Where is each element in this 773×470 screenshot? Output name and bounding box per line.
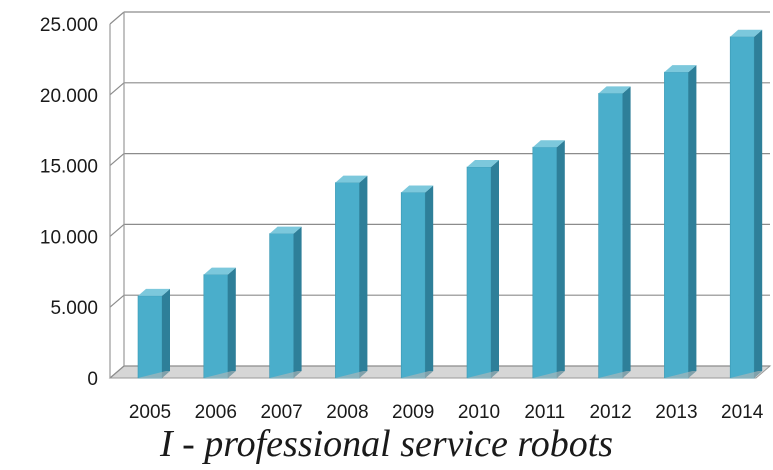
bar-shadow xyxy=(203,371,236,378)
bar-top xyxy=(598,86,631,94)
chart-caption: I - professional service robots xyxy=(159,423,614,465)
bar-front xyxy=(400,192,426,379)
y-tick-label: 15.000 xyxy=(40,157,98,178)
x-tick-label: 2008 xyxy=(326,402,368,420)
bar-shadow xyxy=(401,371,434,378)
bar-side xyxy=(162,288,170,378)
bar-front xyxy=(532,146,558,379)
x-tick-label: 2009 xyxy=(392,402,434,420)
x-tick-label: 2005 xyxy=(129,402,171,420)
bar xyxy=(400,185,434,379)
chart-svg: 0 5.000 10.000 15.000 20.000 25.000 2005 2006 20… xyxy=(40,11,772,420)
bar-side xyxy=(425,185,434,378)
bar xyxy=(137,288,170,379)
x-tick-label: 2013 xyxy=(655,402,697,420)
y-tick-label: 10.000 xyxy=(40,227,98,248)
gridline-diagonal xyxy=(109,365,125,379)
bar-front xyxy=(729,36,755,379)
x-tick-label: 2011 xyxy=(524,402,565,420)
y-tick-label: 25.000 xyxy=(40,15,98,36)
label-layer: 0 5.000 10.000 15.000 20.000 25.000 2005 2006 20… xyxy=(40,15,764,420)
bar-front xyxy=(664,71,689,379)
bar-layer xyxy=(137,29,763,379)
bar-front xyxy=(137,295,163,379)
bar-top xyxy=(467,160,499,168)
x-tick-label: 2007 xyxy=(260,402,302,420)
bar-side xyxy=(556,140,565,378)
bar xyxy=(466,160,499,379)
bar-front xyxy=(335,182,360,379)
bar-top xyxy=(401,185,434,193)
gridline-diagonal xyxy=(109,223,125,237)
bar-shadow xyxy=(138,371,170,378)
y-tick-label: 20.000 xyxy=(40,86,98,107)
x-tick-label: 2006 xyxy=(195,402,237,420)
x-tick-label: 2010 xyxy=(458,402,500,420)
bar-side xyxy=(754,29,763,379)
bar xyxy=(269,226,302,379)
bar-top xyxy=(138,288,170,296)
bar xyxy=(335,175,368,379)
bar-top xyxy=(730,29,763,37)
bar xyxy=(664,65,697,379)
y-tick-label: 5.000 xyxy=(50,298,98,319)
gridline-diagonal xyxy=(109,153,125,167)
x-tick-label: 2014 xyxy=(721,402,764,420)
bar xyxy=(729,29,763,379)
bar-top xyxy=(335,175,368,183)
bar-shadow xyxy=(664,371,697,378)
bar-front xyxy=(466,166,492,379)
bar-side xyxy=(227,267,236,378)
bar-side xyxy=(491,160,499,378)
bar-side xyxy=(359,175,368,378)
bar-shadow xyxy=(532,371,565,378)
bar-side xyxy=(688,65,697,379)
bar-shadow xyxy=(598,371,631,378)
bar-top xyxy=(269,226,302,234)
bar-front xyxy=(598,93,623,379)
bar xyxy=(532,140,565,379)
bar-front xyxy=(203,274,229,379)
bar-shadow xyxy=(335,371,368,378)
gridline-diagonal xyxy=(109,82,125,96)
bar xyxy=(598,86,631,379)
bar-side xyxy=(293,226,302,378)
bar xyxy=(203,267,236,379)
bar-top xyxy=(203,267,236,275)
gridline-diagonal xyxy=(109,11,125,25)
bar-top xyxy=(532,140,565,148)
x-tick-label: 2012 xyxy=(589,402,631,420)
bar-shadow xyxy=(730,371,763,378)
bar-shadow xyxy=(467,371,499,378)
gridline-diagonal xyxy=(109,294,125,308)
bar-shadow xyxy=(269,371,302,378)
bar-side xyxy=(622,86,631,378)
y-tick-label: 0 xyxy=(87,369,98,390)
bar-top xyxy=(664,65,697,73)
bar-front xyxy=(269,233,294,379)
